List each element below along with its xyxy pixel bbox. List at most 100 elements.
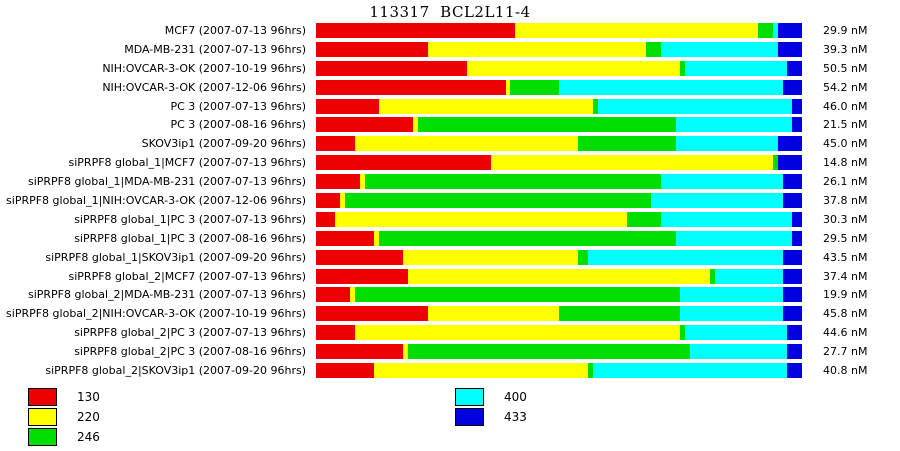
row-label: siPRPF8 global_2|NIH:OVCAR-3-OK (2007-10…	[6, 307, 306, 321]
bar-segment-246	[379, 230, 676, 246]
bar-segment-220	[340, 192, 346, 208]
bar-segment-220	[505, 79, 511, 95]
chart-row: siPRPF8 global_2|MCF7 (2007-07-13 96hrs)…	[0, 267, 900, 286]
chart-row: MDA-MB-231 (2007-07-13 96hrs) 39.3 nM	[0, 40, 900, 59]
bar-segment-433	[787, 60, 802, 76]
bar-segment-130	[316, 60, 467, 76]
row-label: NIH:OVCAR-3-OK (2007-12-06 96hrs)	[102, 80, 306, 94]
stacked-bar	[316, 230, 802, 246]
bar-segment-400	[714, 268, 783, 284]
bar-segment-130	[316, 192, 341, 208]
bar-segment-220	[354, 136, 579, 152]
bar-segment-400	[675, 230, 793, 246]
bar-segment-400	[661, 41, 778, 57]
bar-segment-246	[593, 98, 598, 114]
bar-segment-130	[316, 230, 375, 246]
bar-rows: MCF7 (2007-07-13 96hrs) 29.9 nM MDA-MB-231…	[0, 21, 900, 380]
bar-segment-433	[777, 136, 802, 152]
bar-segment-433	[782, 174, 802, 190]
legend-swatch	[28, 408, 57, 426]
chart-row: siPRPF8 global_1|SKOV3ip1 (2007-09-20 96…	[0, 248, 900, 267]
bar-segment-400	[558, 79, 783, 95]
chart-row: siPRPF8 global_2|NIH:OVCAR-3-OK (2007-10…	[0, 304, 900, 323]
row-value: 46.0 nM	[823, 99, 868, 113]
bar-segment-130	[316, 98, 380, 114]
bar-segment-130	[316, 117, 414, 133]
bar-segment-220	[350, 287, 355, 303]
bar-segment-433	[777, 155, 802, 171]
legend-label: 400	[504, 390, 527, 404]
row-label: siPRPF8 global_1|PC 3 (2007-08-16 96hrs)	[74, 231, 306, 245]
bar-segment-246	[578, 249, 589, 265]
bar-segment-246	[345, 192, 652, 208]
bar-segment-433	[782, 79, 802, 95]
bar-segment-246	[627, 211, 662, 227]
bar-segment-400	[651, 192, 783, 208]
stacked-bar	[316, 155, 802, 171]
bar-segment-433	[782, 287, 802, 303]
legend-swatch	[28, 428, 57, 446]
legend-item: 433	[455, 407, 527, 427]
chart-row: NIH:OVCAR-3-OK (2007-12-06 96hrs) 54.2 nM	[0, 78, 900, 97]
bar-segment-220	[427, 41, 647, 57]
bar-segment-246	[558, 306, 681, 322]
row-label: siPRPF8 global_1|PC 3 (2007-07-13 96hrs)	[74, 212, 306, 226]
stacked-bar	[316, 174, 802, 190]
bar-segment-130	[316, 268, 409, 284]
bar-segment-433	[792, 98, 802, 114]
row-label: siPRPF8 global_1|MCF7 (2007-07-13 96hrs)	[68, 156, 307, 170]
bar-segment-220	[413, 117, 419, 133]
bar-segment-433	[782, 192, 802, 208]
bar-segment-400	[680, 287, 783, 303]
bar-segment-220	[374, 362, 589, 378]
chart-row: siPRPF8 global_1|MCF7 (2007-07-13 96hrs)…	[0, 153, 900, 172]
bar-segment-400	[661, 174, 783, 190]
stacked-bar	[316, 287, 802, 303]
bar-segment-246	[680, 60, 686, 76]
stacked-bar	[316, 211, 802, 227]
bar-segment-433	[777, 41, 802, 57]
stacked-bar	[316, 362, 802, 378]
bar-segment-400	[772, 22, 778, 38]
legend-column-1: 130 220 246	[28, 387, 100, 447]
row-value: 45.8 nM	[823, 307, 868, 321]
row-label: SKOV3ip1 (2007-09-20 96hrs)	[141, 137, 306, 151]
bar-segment-246	[418, 117, 676, 133]
row-value: 19.9 nM	[823, 288, 868, 302]
row-value: 54.2 nM	[823, 80, 868, 94]
bar-segment-246	[364, 174, 662, 190]
legend-item: 220	[28, 407, 100, 427]
bar-segment-130	[316, 22, 516, 38]
row-label: siPRPF8 global_2|PC 3 (2007-07-13 96hrs)	[74, 326, 306, 340]
row-value: 44.6 nM	[823, 326, 868, 340]
row-label: siPRPF8 global_2|MCF7 (2007-07-13 96hrs)	[68, 269, 307, 283]
row-label: PC 3 (2007-07-13 96hrs)	[170, 99, 306, 113]
chart-row: siPRPF8 global_1|PC 3 (2007-07-13 96hrs)…	[0, 210, 900, 229]
bar-segment-246	[354, 287, 681, 303]
row-label: MCF7 (2007-07-13 96hrs)	[164, 23, 306, 37]
row-label: MDA-MB-231 (2007-07-13 96hrs)	[124, 42, 306, 56]
bar-segment-400	[685, 325, 788, 341]
bar-segment-400	[593, 362, 788, 378]
stacked-bar	[316, 306, 802, 322]
bar-segment-130	[316, 287, 351, 303]
chart-row: PC 3 (2007-08-16 96hrs) 21.5 nM	[0, 115, 900, 134]
bar-segment-130	[316, 306, 428, 322]
row-value: 43.5 nM	[823, 250, 868, 264]
row-value: 50.5 nM	[823, 61, 868, 75]
bar-segment-220	[403, 249, 579, 265]
stacked-bar	[316, 79, 802, 95]
bar-segment-220	[335, 211, 628, 227]
bar-segment-130	[316, 249, 404, 265]
bar-segment-246	[588, 362, 593, 378]
stacked-bar	[316, 325, 802, 341]
bar-segment-130	[316, 362, 375, 378]
bar-segment-433	[792, 117, 802, 133]
legend-label: 220	[77, 410, 100, 424]
stacked-bar	[316, 249, 802, 265]
bar-segment-400	[597, 98, 793, 114]
bar-segment-220	[427, 306, 559, 322]
legend-label: 130	[77, 390, 100, 404]
stacked-bar	[316, 268, 802, 284]
